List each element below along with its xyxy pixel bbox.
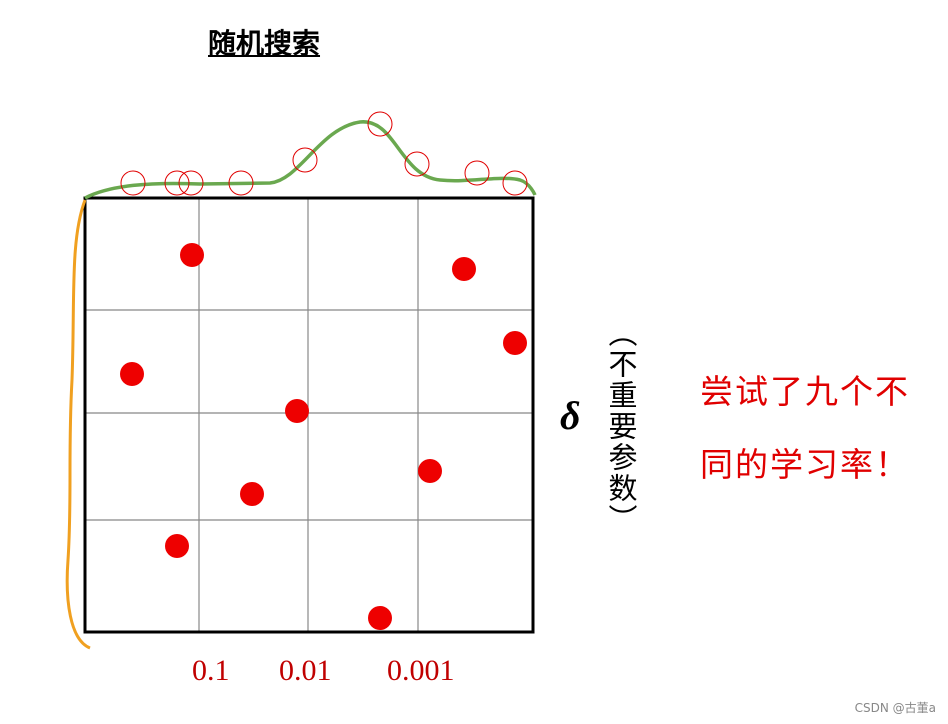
grid	[85, 198, 533, 632]
title: 随机搜索	[208, 27, 321, 60]
grid-frame	[83, 196, 535, 634]
sample-projections	[120, 111, 528, 196]
sample-points	[120, 243, 527, 630]
sample-point	[180, 243, 204, 267]
top-curve	[84, 120, 537, 200]
annotation-line: 同的学习率！	[700, 445, 910, 484]
projection-circle	[228, 170, 254, 196]
projection-circle	[178, 170, 204, 196]
sample-point	[240, 482, 264, 506]
sample-point	[120, 362, 144, 386]
annotation-line: 尝试了九个不	[700, 372, 910, 411]
parameter-symbol: δ	[560, 393, 581, 438]
sample-point	[503, 331, 527, 355]
projection-circle	[164, 170, 190, 196]
projection-circle	[404, 151, 430, 177]
projection-circle	[502, 170, 528, 196]
projection-circle	[292, 147, 318, 173]
watermark: CSDN @古董a	[854, 701, 936, 715]
sample-point	[452, 257, 476, 281]
sample-point	[165, 534, 189, 558]
axis-label: 0.001	[387, 654, 455, 687]
parameter-note: （不重要参数）	[604, 318, 638, 535]
left-curve	[65, 199, 91, 650]
sample-point	[418, 459, 442, 483]
sample-point	[368, 606, 392, 630]
sample-point	[285, 399, 309, 423]
axis-label: 0.1	[192, 654, 230, 687]
projection-circle	[367, 111, 393, 137]
projection-circle	[120, 170, 146, 196]
axis-label: 0.01	[279, 654, 332, 687]
projection-circle	[464, 160, 490, 186]
